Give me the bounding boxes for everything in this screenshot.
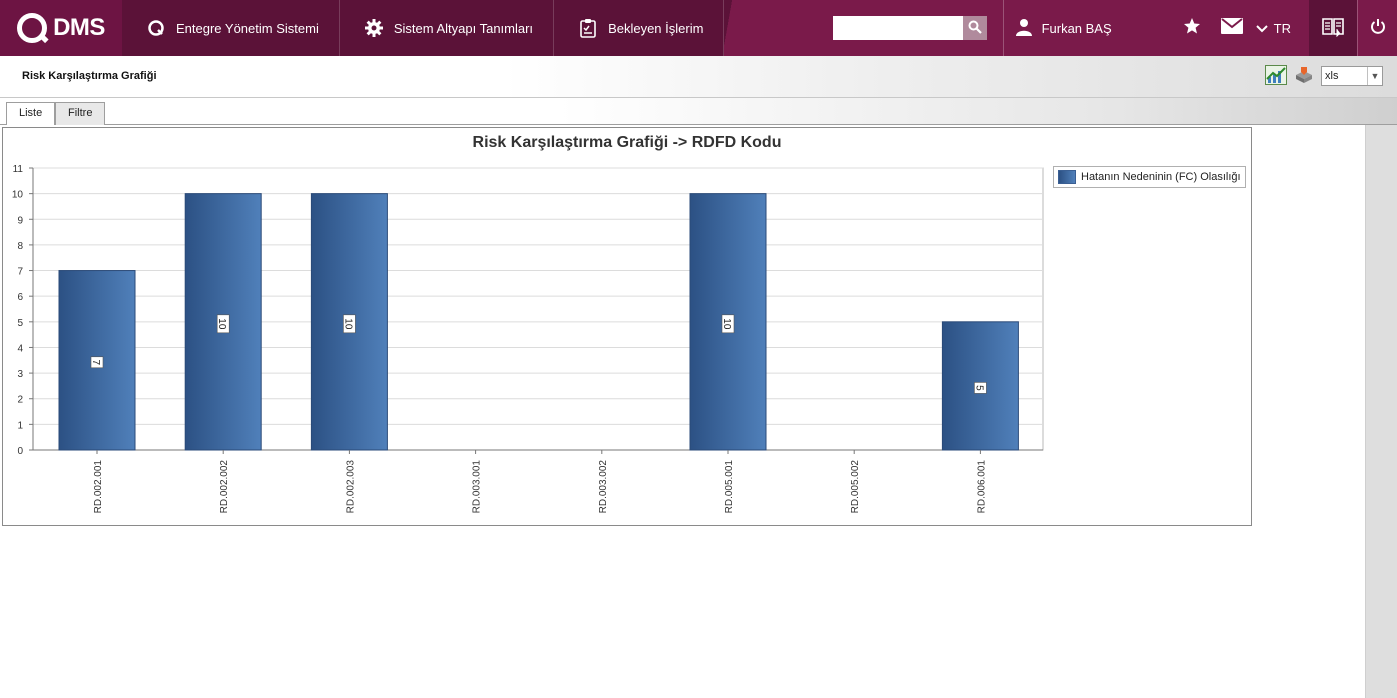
y-tick-label: 10 <box>12 190 24 201</box>
chart-export-button[interactable] <box>1265 64 1287 88</box>
page-title: Risk Karşılaştırma Grafiği <box>22 70 157 82</box>
data-label: 5 <box>973 382 987 394</box>
favorites-button[interactable] <box>1172 0 1212 56</box>
qdms-logo[interactable]: DMS <box>0 0 122 56</box>
x-tick-label: RD.003.002 <box>598 460 609 514</box>
y-tick-label: 2 <box>17 395 23 406</box>
x-tick-label: RD.005.002 <box>850 460 861 514</box>
nav-item-sistem-altyapi[interactable]: Sistem Altyapı Tanımları <box>339 0 555 56</box>
main-nav: Entegre Yönetim Sistemi Sistem Altyapı T… <box>122 0 725 56</box>
data-label: 7 <box>90 356 104 369</box>
nav-item-label: Sistem Altyapı Tanımları <box>393 20 534 36</box>
language-code: TR <box>1273 20 1291 36</box>
y-tick-label: 3 <box>17 369 23 380</box>
nav-spacer <box>724 0 833 56</box>
logo-text: DMS <box>53 14 105 41</box>
chart-title: Risk Karşılaştırma Grafiği -> RDFD Kodu <box>472 134 782 151</box>
content-area: Risk Karşılaştırma Grafiği -> RDFD Kodu … <box>0 125 1365 698</box>
data-label: 10 <box>342 314 356 334</box>
search-button[interactable] <box>962 16 987 40</box>
data-label: 10 <box>721 314 735 334</box>
tab-bar: Liste Filtre <box>0 98 1397 126</box>
data-label-box <box>90 356 104 369</box>
x-tick-label: RD.002.001 <box>93 460 104 514</box>
search-box <box>832 0 1003 56</box>
x-tick-label: RD.005.001 <box>724 460 735 514</box>
book-icon <box>1322 17 1344 40</box>
help-button[interactable] <box>1309 0 1357 56</box>
legend-label: Hatanın Nedeninin (FC) Olasılığı <box>1081 171 1241 183</box>
tab-liste[interactable]: Liste <box>6 102 56 126</box>
language-selector[interactable]: TR <box>1252 0 1309 56</box>
y-tick-label: 4 <box>17 343 23 354</box>
nav-item-entegre-yonetim[interactable]: Entegre Yönetim Sistemi <box>122 0 340 56</box>
logout-button[interactable] <box>1357 0 1397 56</box>
nav-item-label: Entegre Yönetim Sistemi <box>176 20 319 36</box>
chart-legend: Hatanın Nedeninin (FC) Olasılığı <box>1053 166 1246 188</box>
search-icon <box>968 20 982 37</box>
x-tick-label: RD.002.003 <box>345 460 356 514</box>
data-label-text: 10 <box>721 318 732 330</box>
search-input[interactable] <box>832 16 963 40</box>
data-label-text: 7 <box>90 359 101 365</box>
y-tick-label: 6 <box>17 292 23 303</box>
gear-icon <box>364 18 384 38</box>
logo-q-mark <box>17 13 48 43</box>
nav-item-label: Bekleyen İşlerim <box>608 20 704 36</box>
tab-filtre[interactable]: Filtre <box>55 102 106 125</box>
q-circle-icon <box>146 18 166 38</box>
user-icon <box>1015 18 1032 39</box>
x-tick-label: RD.002.002 <box>219 460 230 514</box>
x-tick-label: RD.003.001 <box>472 460 483 514</box>
chart-icon <box>1265 64 1287 88</box>
y-tick-label: 9 <box>17 215 23 226</box>
export-format-value: xls <box>1325 70 1339 82</box>
user-name: Furkan BAŞ <box>1041 20 1112 36</box>
nav-item-bekleyen-islerim[interactable]: Bekleyen İşlerim <box>554 0 725 56</box>
star-icon <box>1183 17 1201 40</box>
export-format-select[interactable]: xls ▼ <box>1321 66 1383 86</box>
export-toolbar: xls ▼ <box>1265 64 1383 88</box>
mail-icon <box>1220 17 1243 39</box>
data-label-text: 10 <box>342 318 353 330</box>
plot-area <box>32 167 1044 451</box>
chart-panel: Risk Karşılaştırma Grafiği -> RDFD Kodu … <box>2 127 1252 526</box>
chevron-down-icon: ▼ <box>1367 67 1382 85</box>
data-label-text: 10 <box>216 318 227 330</box>
print-export-button[interactable] <box>1293 65 1315 87</box>
chevron-down-icon <box>1255 21 1268 36</box>
y-tick-label: 7 <box>17 267 23 278</box>
legend-swatch <box>1058 170 1076 184</box>
data-label-box <box>721 314 735 334</box>
x-tick-label: RD.006.001 <box>976 460 987 514</box>
messages-button[interactable] <box>1212 0 1252 56</box>
vertical-scrollbar[interactable] <box>1365 125 1397 698</box>
bar-chart: 0 1 2 3 4 5 6 7 8 9 10 11 7 RD.002.001 10 RD.002.002 10 R… <box>12 164 1044 514</box>
data-label: 10 <box>216 314 230 334</box>
top-bar: DMS Entegre Yönetim Sistemi Sistem Altya… <box>0 0 1397 56</box>
power-icon <box>1370 18 1386 39</box>
clipboard-icon <box>578 18 598 38</box>
data-label-box <box>974 382 987 394</box>
y-tick-label: 1 <box>17 420 23 431</box>
data-label-box <box>216 314 230 334</box>
user-menu[interactable]: Furkan BAŞ <box>1002 0 1172 56</box>
export-icon <box>1294 65 1314 88</box>
y-tick-label: 11 <box>13 164 24 175</box>
data-label-text: 5 <box>973 385 984 391</box>
y-tick-label: 0 <box>17 446 23 457</box>
page-header: Risk Karşılaştırma Grafiği xls ▼ <box>0 56 1397 98</box>
data-label-box <box>343 314 356 334</box>
y-tick-label: 8 <box>17 241 23 252</box>
y-tick-label: 5 <box>17 318 23 329</box>
